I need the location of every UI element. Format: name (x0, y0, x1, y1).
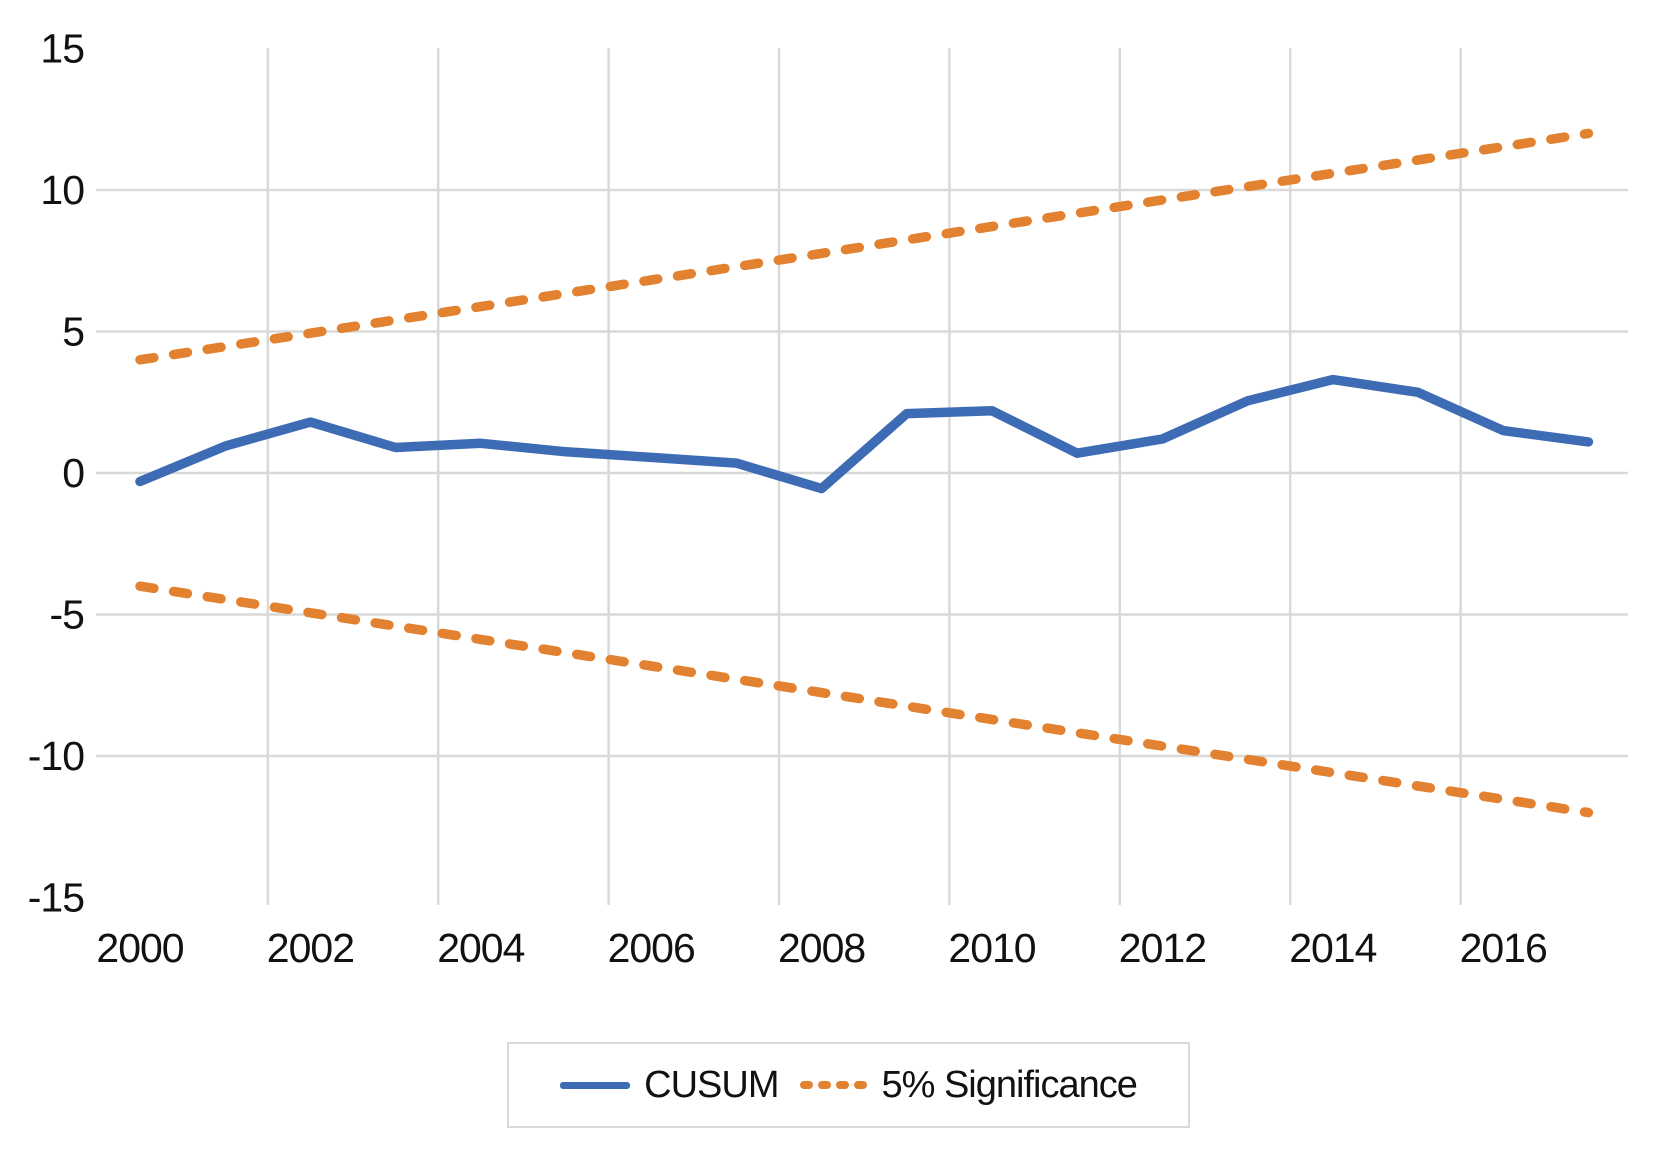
y-axis-tick-label: 10 (40, 167, 84, 213)
dash-segment (818, 1081, 832, 1089)
y-axis-tick-label: -15 (28, 875, 84, 921)
significance-upper-line (135, 128, 1594, 365)
legend-label-cusum: CUSUM (644, 1063, 779, 1106)
x-axis-tick-label: 2002 (267, 925, 354, 971)
y-axis-tick-label: 0 (62, 450, 84, 496)
y-axis-tick-label: -10 (28, 733, 84, 779)
y-axis-tick-label: 15 (40, 26, 84, 72)
significance-line-swatch (800, 1081, 868, 1089)
x-axis-tick-label: 2008 (778, 925, 865, 971)
dash-segment (854, 1081, 868, 1089)
x-axis-tick-label: 2012 (1119, 925, 1206, 971)
x-axis-tick-label: 2000 (96, 925, 183, 971)
legend-label-significance: 5% Significance (881, 1063, 1137, 1106)
legend-item-cusum: CUSUM (560, 1063, 779, 1107)
y-axis-tick-label: 5 (62, 309, 84, 355)
x-axis-tick-label: 2014 (1289, 925, 1376, 971)
significance-lower-line (135, 581, 1594, 818)
x-axis-tick-label: 2006 (608, 925, 695, 971)
legend: CUSUM 5% Significance (507, 1042, 1190, 1128)
series-lines (135, 128, 1594, 818)
x-axis-tick-label: 2016 (1460, 925, 1547, 971)
cusum-line (135, 374, 1594, 494)
y-axis-tick-label: -5 (50, 592, 85, 638)
cusum-line-swatch (560, 1081, 631, 1089)
gridlines (96, 48, 1628, 905)
y-axis-tick-labels: 15 10 5 0 -5 -10 -15 (28, 26, 85, 921)
dash-segment (800, 1081, 814, 1089)
x-axis-tick-label: 2010 (948, 925, 1035, 971)
x-axis-tick-labels: 2000 2002 2004 2006 2008 2010 2012 2014 2016 (96, 925, 1547, 971)
legend-item-significance: 5% Significance (800, 1063, 1138, 1107)
dash-segment (836, 1081, 850, 1089)
x-axis-tick-label: 2004 (437, 925, 524, 971)
